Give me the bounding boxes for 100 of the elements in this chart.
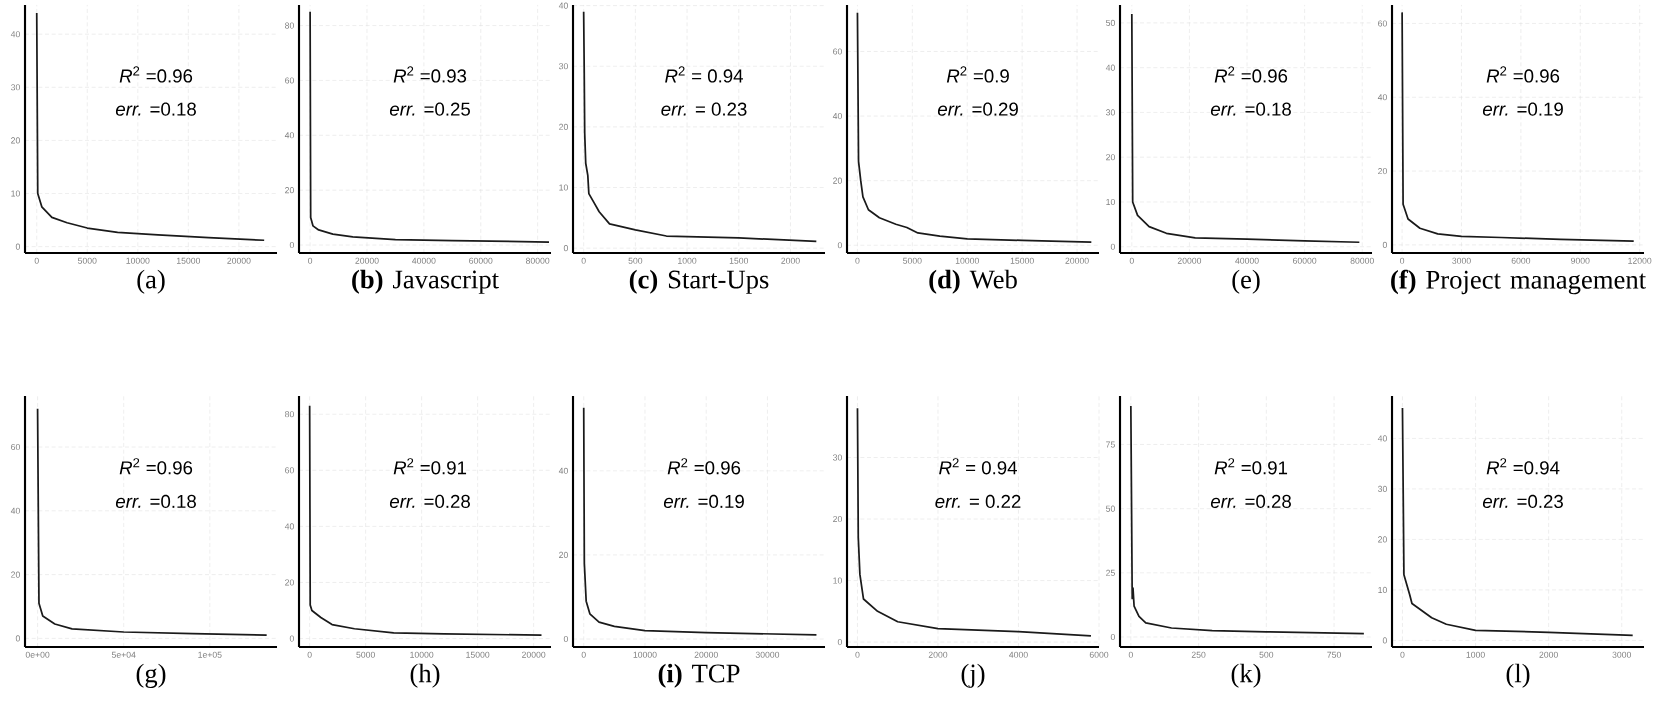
line-series bbox=[1401, 407, 1634, 637]
y-tick-label: 40 bbox=[1377, 435, 1387, 442]
x-tick-label: 9000 bbox=[1571, 257, 1590, 264]
line-series bbox=[36, 407, 268, 637]
y-tick-label: 30 bbox=[11, 84, 20, 91]
x-tick-label: 12000 bbox=[1628, 257, 1652, 264]
annotation: err. =0.18 bbox=[115, 494, 196, 509]
x-tick-label: 20000 bbox=[1065, 257, 1089, 264]
y-tick-label: 10 bbox=[559, 184, 568, 191]
annotation: err. =0.25 bbox=[389, 102, 470, 116]
annotation: R$^{2}$ =0.96 bbox=[119, 458, 193, 475]
x-tick-label: 10000 bbox=[126, 257, 150, 264]
annotation: err. = 0.22 bbox=[935, 494, 1021, 509]
line-series bbox=[309, 10, 550, 243]
line-series bbox=[1130, 13, 1361, 244]
y-tick-label: 0 bbox=[1382, 241, 1387, 248]
y-tick-label: 20 bbox=[11, 137, 20, 144]
y-tick-label: 40 bbox=[1105, 64, 1115, 71]
line-series bbox=[856, 407, 1092, 637]
y-tick-label: 80 bbox=[285, 411, 294, 418]
annotation: R$^{2}$ =0.96 bbox=[1486, 66, 1560, 83]
annotation: err. =0.23 bbox=[1482, 494, 1563, 509]
y-tick-label: 80 bbox=[285, 22, 294, 29]
y-tick-label: 0 bbox=[15, 635, 20, 642]
annotation: R$^{2}$ =0.94 bbox=[1486, 458, 1560, 475]
x-tick-label: 0 bbox=[855, 257, 860, 264]
text: (l) bbox=[1506, 663, 1530, 688]
x-tick-label: 15000 bbox=[466, 651, 490, 658]
y-tick-label: 30 bbox=[559, 63, 568, 70]
y-tick-label: 20 bbox=[833, 515, 842, 523]
annotation: R$^{2}$ =0.96 bbox=[119, 66, 193, 83]
y-tick-label: 20 bbox=[1378, 168, 1387, 175]
x-tick-label: 6000 bbox=[1089, 651, 1109, 658]
x-tick-label: 10000 bbox=[955, 257, 979, 264]
x-tick-label: 80000 bbox=[1350, 257, 1374, 264]
y-tick-label: 25 bbox=[1106, 569, 1115, 576]
y-tick-label: 10 bbox=[833, 577, 842, 584]
text: (h) bbox=[410, 663, 440, 688]
line-series bbox=[35, 12, 266, 242]
x-tick-label: 5000 bbox=[356, 651, 375, 658]
x-tick-label: 10000 bbox=[633, 651, 657, 658]
x-tick-label: 80000 bbox=[525, 257, 550, 264]
x-tick-label: 5000 bbox=[903, 257, 922, 264]
x-tick-label: 0 bbox=[1129, 257, 1134, 264]
annotation: R$^{2}$ =0.9 bbox=[946, 66, 1009, 83]
text: (k) bbox=[1231, 663, 1261, 688]
y-tick-label: 40 bbox=[558, 2, 568, 9]
y-tick-label: 20 bbox=[1106, 154, 1115, 161]
line-series bbox=[582, 10, 818, 243]
text: (b) Javascript bbox=[352, 269, 499, 294]
y-tick-label: 10 bbox=[11, 190, 20, 197]
y-tick-label: 0 bbox=[563, 245, 568, 252]
line-series bbox=[1129, 405, 1365, 635]
y-tick-label: 0 bbox=[1110, 243, 1115, 250]
line-series bbox=[582, 406, 818, 636]
y-tick-label: 30 bbox=[1378, 485, 1387, 492]
y-tick-label: 20 bbox=[285, 579, 294, 586]
x-tick-label: 0 bbox=[1128, 651, 1133, 658]
x-tick-label: 1000 bbox=[1466, 651, 1485, 658]
y-tick-label: 20 bbox=[559, 123, 568, 130]
x-tick-label: 0 bbox=[581, 651, 586, 658]
x-tick-label: 20000 bbox=[355, 257, 379, 264]
x-tick-label: 2000 bbox=[928, 651, 948, 658]
text: (d) Web bbox=[929, 269, 1017, 294]
y-tick-label: 40 bbox=[558, 467, 568, 474]
x-tick-label: 0e+00 bbox=[25, 651, 50, 658]
x-tick-label: 2000 bbox=[781, 257, 800, 264]
x-tick-label: 0 bbox=[1400, 257, 1405, 264]
annotation: err. =0.18 bbox=[1210, 102, 1291, 116]
x-tick-label: 3000 bbox=[1612, 651, 1632, 658]
y-tick-label: 60 bbox=[1378, 20, 1387, 27]
x-tick-label: 750 bbox=[1327, 651, 1341, 658]
y-tick-label: 20 bbox=[1378, 536, 1387, 543]
x-tick-label: 6000 bbox=[1511, 257, 1531, 264]
y-tick-label: 60 bbox=[285, 77, 294, 84]
annotation: err. =0.28 bbox=[1210, 494, 1291, 509]
annotation: R$^{2}$ =0.96 bbox=[667, 458, 741, 475]
line-series bbox=[1401, 11, 1635, 243]
y-tick-label: 40 bbox=[10, 507, 20, 514]
x-tick-label: 20000 bbox=[1177, 257, 1202, 264]
y-tick-label: 0 bbox=[563, 635, 568, 643]
y-tick-label: 0 bbox=[15, 243, 20, 250]
x-tick-label: 5000 bbox=[77, 257, 97, 264]
y-tick-label: 10 bbox=[1378, 586, 1387, 593]
text: (g) bbox=[136, 663, 166, 688]
x-tick-label: 20000 bbox=[694, 651, 718, 658]
x-tick-label: 40000 bbox=[412, 257, 436, 264]
x-tick-label: 0 bbox=[1400, 651, 1405, 658]
x-tick-label: 250 bbox=[1191, 651, 1206, 658]
text: (e) bbox=[1232, 269, 1260, 294]
x-tick-label: 15000 bbox=[176, 257, 201, 264]
y-tick-label: 50 bbox=[1106, 19, 1115, 26]
y-tick-label: 40 bbox=[10, 31, 20, 38]
y-tick-label: 75 bbox=[1106, 441, 1115, 448]
annotation: err. =0.19 bbox=[663, 494, 744, 509]
y-tick-label: 60 bbox=[833, 48, 842, 55]
y-tick-label: 30 bbox=[1106, 109, 1115, 116]
y-tick-label: 40 bbox=[284, 523, 294, 530]
x-tick-label: 1000 bbox=[678, 257, 697, 264]
x-tick-label: 0 bbox=[855, 651, 860, 658]
